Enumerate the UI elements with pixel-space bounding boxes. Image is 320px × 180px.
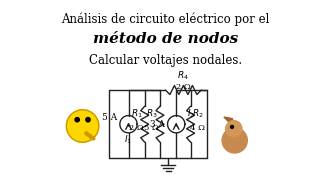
Text: $I_1$: $I_1$ bbox=[124, 134, 132, 146]
Text: $I_2$: $I_2$ bbox=[187, 107, 195, 120]
Text: 4 Ω: 4 Ω bbox=[190, 124, 205, 132]
Circle shape bbox=[226, 121, 242, 137]
Text: 3 A: 3 A bbox=[150, 120, 165, 129]
Text: 2 Ω: 2 Ω bbox=[176, 83, 191, 91]
Text: $R_4$: $R_4$ bbox=[178, 69, 189, 82]
Circle shape bbox=[67, 110, 99, 142]
Text: 5 Ω: 5 Ω bbox=[144, 124, 159, 132]
Text: Calcular voltajes nodales.: Calcular voltajes nodales. bbox=[89, 54, 242, 67]
Text: 5 A: 5 A bbox=[102, 112, 117, 122]
Circle shape bbox=[222, 128, 247, 153]
Text: 2 Ω: 2 Ω bbox=[129, 124, 144, 132]
Circle shape bbox=[230, 125, 234, 128]
Polygon shape bbox=[224, 117, 233, 122]
Circle shape bbox=[86, 118, 90, 122]
Text: Análisis de circuito eléctrico por el: Análisis de circuito eléctrico por el bbox=[61, 13, 269, 26]
Circle shape bbox=[75, 118, 79, 122]
Text: método de nodos: método de nodos bbox=[93, 32, 238, 46]
Text: $R_2$: $R_2$ bbox=[192, 107, 204, 120]
Text: $R_3$: $R_3$ bbox=[146, 107, 158, 120]
Text: $R_1$: $R_1$ bbox=[131, 107, 142, 120]
